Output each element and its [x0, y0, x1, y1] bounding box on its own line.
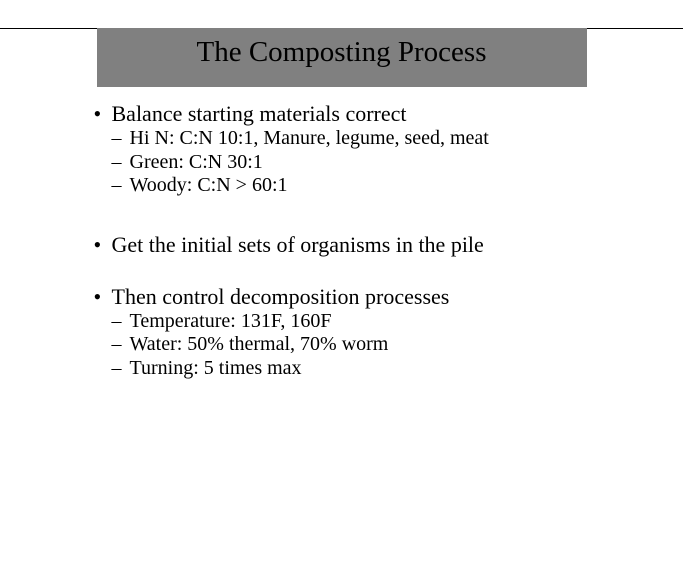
title-bar: The Composting Process	[97, 28, 587, 87]
bullet-text: Get the initial sets of organisms in the…	[112, 232, 484, 257]
dash-icon: –	[112, 310, 122, 334]
sub-bullet-text: Woody: C:N > 60:1	[130, 174, 288, 196]
slide-title: The Composting Process	[197, 36, 487, 68]
slide-container: The Composting Process • Balance startin…	[82, 28, 602, 380]
bullet-text: Then control decomposition processes	[112, 284, 450, 309]
sub-bullet-text: Turning: 5 times max	[130, 357, 302, 379]
slide-body: • Balance starting materials correct – H…	[82, 101, 602, 380]
sub-bullet-text: Green: C:N 30:1	[130, 151, 263, 173]
spacer	[82, 198, 602, 220]
sub-bullet-text: Temperature: 131F, 160F	[130, 310, 332, 332]
bullet-dot-icon: •	[94, 284, 102, 310]
bullet-dot-icon: •	[94, 232, 102, 258]
bullet-item: • Get the initial sets of organisms in t…	[82, 232, 602, 258]
dash-icon: –	[112, 174, 122, 198]
sub-bullet-text: Hi N: C:N 10:1, Manure, legume, seed, me…	[130, 127, 489, 149]
dash-icon: –	[112, 357, 122, 381]
dash-icon: –	[112, 151, 122, 175]
dash-icon: –	[112, 127, 122, 151]
sub-bullet-item: – Woody: C:N > 60:1	[82, 174, 602, 198]
sub-bullet-item: – Turning: 5 times max	[82, 357, 602, 381]
bullet-text: Balance starting materials correct	[112, 101, 407, 126]
bullet-dot-icon: •	[94, 101, 102, 127]
sub-bullet-item: – Green: C:N 30:1	[82, 151, 602, 175]
bullet-item: • Balance starting materials correct	[82, 101, 602, 127]
sub-bullet-item: – Temperature: 131F, 160F	[82, 310, 602, 334]
sub-bullet-item: – Water: 50% thermal, 70% worm	[82, 333, 602, 357]
bullet-item: • Then control decomposition processes	[82, 284, 602, 310]
spacer	[82, 258, 602, 272]
sub-bullet-item: – Hi N: C:N 10:1, Manure, legume, seed, …	[82, 127, 602, 151]
sub-bullet-text: Water: 50% thermal, 70% worm	[130, 333, 389, 355]
dash-icon: –	[112, 333, 122, 357]
